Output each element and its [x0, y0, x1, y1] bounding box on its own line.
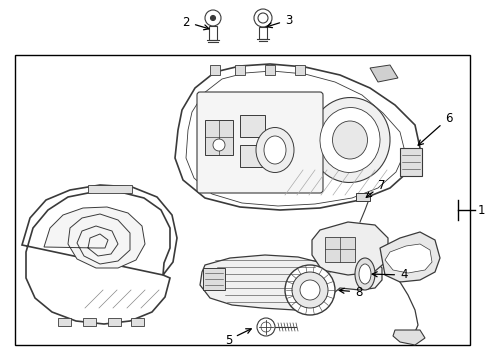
- Bar: [259, 27, 266, 39]
- Polygon shape: [22, 185, 177, 324]
- Circle shape: [204, 10, 221, 26]
- Circle shape: [210, 15, 215, 21]
- Ellipse shape: [319, 108, 379, 172]
- Ellipse shape: [354, 258, 374, 290]
- Circle shape: [257, 318, 274, 336]
- Polygon shape: [369, 65, 397, 82]
- FancyBboxPatch shape: [197, 92, 323, 193]
- Bar: [58, 318, 71, 326]
- Bar: [399, 148, 421, 176]
- Text: 7: 7: [366, 179, 385, 197]
- Text: 6: 6: [417, 112, 451, 145]
- Circle shape: [261, 322, 270, 332]
- Bar: [15, 55, 469, 345]
- Bar: [203, 268, 224, 290]
- Bar: [209, 65, 220, 75]
- Polygon shape: [384, 244, 431, 273]
- Text: 2: 2: [182, 15, 208, 30]
- Circle shape: [258, 13, 267, 23]
- Text: 8: 8: [339, 285, 362, 298]
- Bar: [208, 26, 217, 40]
- Ellipse shape: [264, 136, 285, 164]
- Circle shape: [285, 265, 334, 315]
- Bar: [204, 120, 232, 155]
- Bar: [235, 65, 244, 75]
- Circle shape: [299, 280, 319, 300]
- Bar: [355, 193, 369, 201]
- Text: 4: 4: [371, 269, 407, 282]
- Polygon shape: [175, 64, 419, 210]
- Ellipse shape: [309, 98, 389, 183]
- Circle shape: [291, 272, 327, 308]
- Ellipse shape: [332, 121, 367, 159]
- Bar: [240, 145, 264, 167]
- Bar: [325, 237, 354, 262]
- Bar: [294, 65, 305, 75]
- Ellipse shape: [358, 264, 370, 284]
- Circle shape: [213, 139, 224, 151]
- Text: 3: 3: [266, 14, 292, 28]
- Polygon shape: [392, 330, 424, 345]
- Polygon shape: [311, 222, 387, 275]
- Text: 5: 5: [224, 329, 251, 346]
- Bar: [131, 318, 143, 326]
- Bar: [108, 318, 121, 326]
- Polygon shape: [379, 232, 439, 282]
- Ellipse shape: [256, 127, 293, 172]
- Polygon shape: [44, 207, 145, 268]
- Text: 1: 1: [477, 203, 485, 216]
- Polygon shape: [200, 255, 381, 310]
- Bar: [240, 115, 264, 137]
- Bar: [264, 65, 274, 75]
- Circle shape: [253, 9, 271, 27]
- Bar: [83, 318, 96, 326]
- Bar: [88, 185, 132, 193]
